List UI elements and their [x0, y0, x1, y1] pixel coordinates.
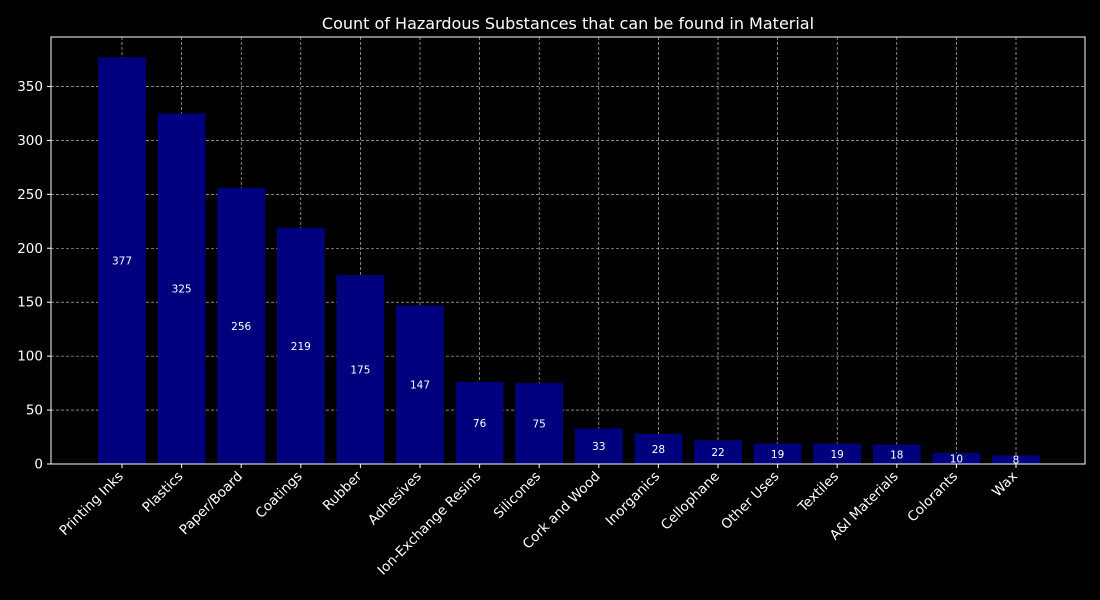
x-tick-label: Silicones	[491, 469, 544, 522]
x-tick-label: Paper/Board	[176, 469, 246, 539]
y-tick-label: 150	[17, 295, 43, 311]
bar-value-label: 175	[350, 365, 370, 377]
x-tick-label: Other Uses	[718, 469, 782, 533]
bar-value-label: 256	[231, 321, 251, 333]
x-tick-label: Wax	[989, 469, 1021, 501]
bar-value-label: 10	[950, 454, 963, 466]
grid-lines	[51, 37, 1085, 464]
bar-value-label: 75	[533, 419, 546, 431]
bar-value-label: 19	[831, 449, 844, 461]
bar-value-label: 22	[711, 447, 724, 459]
y-tick-label: 200	[17, 241, 43, 257]
x-tick-label: Coatings	[252, 469, 305, 522]
bar-value-label: 76	[473, 418, 487, 430]
bar	[694, 440, 742, 464]
y-tick-label: 0	[34, 457, 43, 473]
bar	[753, 443, 802, 464]
y-tick-label: 250	[17, 187, 43, 203]
x-tick-label: Rubber	[320, 468, 366, 514]
x-tick-label: Cellophane	[658, 469, 723, 534]
bar	[157, 113, 206, 464]
bar	[336, 275, 385, 464]
x-tick-label: Ion-Exchange Resins	[375, 469, 485, 579]
bar	[276, 227, 325, 464]
bar	[932, 453, 981, 464]
bar	[992, 455, 1040, 464]
bar-value-label: 18	[890, 449, 903, 461]
bar-value-label: 28	[652, 444, 665, 456]
x-tick-label: Printing Inks	[56, 469, 126, 539]
y-tick-label: 50	[26, 403, 43, 419]
y-tick-label: 350	[17, 79, 43, 95]
plot-frame	[50, 36, 1086, 465]
y-tick-label: 300	[17, 133, 43, 149]
x-tick-label: Adhesives	[365, 469, 425, 529]
bar-value-label: 19	[771, 449, 784, 461]
x-tick-label: Colorants	[904, 469, 961, 526]
chart-title: Count of Hazardous Substances that can b…	[322, 14, 814, 33]
bar	[634, 433, 683, 464]
bar-value-label: 325	[172, 284, 192, 296]
bar-value-label: 219	[291, 341, 311, 353]
x-tick-label: Inorganics	[603, 469, 664, 530]
bar	[217, 187, 266, 465]
bar	[515, 383, 564, 464]
bar	[396, 305, 444, 464]
bar	[574, 428, 623, 464]
x-tick-label: Textiles	[795, 469, 842, 516]
bars	[98, 57, 1040, 465]
y-axis: 0 50 100 150 200 250 300 350	[17, 79, 51, 473]
bar-value-label: 147	[410, 380, 430, 392]
bar-value-label: 8	[1013, 455, 1020, 467]
bar	[98, 57, 146, 464]
x-tick-label: Plastics	[139, 469, 186, 516]
bar-value-label: 377	[112, 256, 132, 268]
bar-value-labels: 377 325 256 219 175 147 76 75 33 28 22 19 19 18 10 8	[112, 256, 1019, 467]
bar-value-label: 33	[592, 441, 605, 453]
bar	[872, 444, 921, 464]
y-tick-label: 100	[17, 349, 43, 365]
bar	[813, 443, 862, 464]
bar	[455, 382, 504, 464]
